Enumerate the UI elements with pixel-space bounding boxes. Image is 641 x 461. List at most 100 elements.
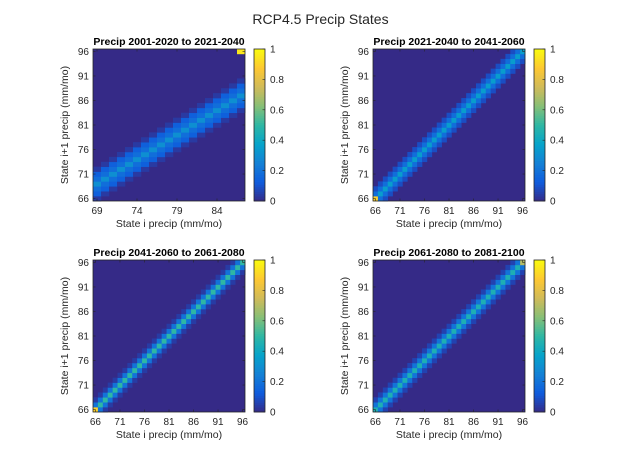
y-tick-label: 71 xyxy=(358,170,370,181)
heatmap-cell xyxy=(480,88,487,94)
heatmap-cell xyxy=(417,156,423,163)
heatmap-cell xyxy=(101,176,110,182)
colorbar-segment xyxy=(254,321,265,325)
heatmap-cell xyxy=(197,102,206,109)
colorbar-segment xyxy=(254,125,265,128)
heatmap-cell xyxy=(480,289,487,295)
colorbar-segment xyxy=(534,340,545,344)
heatmap-cell xyxy=(451,117,457,123)
heatmap-cell xyxy=(446,323,452,329)
heatmap-cell xyxy=(122,372,128,378)
colorbar-segment xyxy=(534,317,545,320)
heatmap-cell xyxy=(122,387,128,393)
heatmap-cell xyxy=(215,279,221,285)
heatmap-cell xyxy=(373,186,379,192)
colorbar: 0 0.2 0.4 0.6 0.8 1 xyxy=(533,256,564,419)
heatmap-cell xyxy=(235,264,241,271)
colorbar-segment xyxy=(534,302,545,306)
heatmap-cell xyxy=(392,171,398,177)
colorbar-segment xyxy=(254,98,265,102)
colorbar-segment xyxy=(534,106,545,109)
heatmap-cell xyxy=(186,304,192,310)
heatmap-cell xyxy=(122,382,128,388)
heatmap-cell xyxy=(402,161,408,167)
heatmap-cell xyxy=(237,88,246,94)
colorbar-segment xyxy=(254,77,265,81)
colorbar-tick-label: 0 xyxy=(550,408,556,419)
heatmap-cell xyxy=(112,382,118,388)
y-tick-label: 86 xyxy=(358,307,370,318)
colorbar-segment xyxy=(254,82,265,86)
colorbar-tick-label: 0 xyxy=(550,197,556,208)
colorbar-segment xyxy=(534,314,545,318)
y-tick-label: 76 xyxy=(358,356,370,367)
heatmap-cell xyxy=(392,387,398,393)
heatmap-cell xyxy=(205,122,214,128)
heatmap-cell xyxy=(441,338,447,344)
colorbar-segment xyxy=(534,136,545,140)
x-tick-label: 91 xyxy=(492,206,504,217)
heatmap-cell xyxy=(156,348,162,354)
heatmap-cell xyxy=(200,304,207,310)
heatmap-cell xyxy=(382,392,389,398)
colorbar-segment xyxy=(254,312,265,316)
panel-4: Precip 2061-2080 to 2081-2100 66 71 76 81 86 9… xyxy=(339,247,564,441)
x-tick-label: 74 xyxy=(131,206,143,217)
heatmap-cell xyxy=(392,382,398,388)
colorbar-segment xyxy=(254,409,265,413)
heatmap-cell xyxy=(181,127,190,133)
colorbar-segment xyxy=(534,172,545,176)
heatmap-cell xyxy=(422,156,428,163)
heatmap-cell xyxy=(426,348,433,354)
heatmap-cell xyxy=(157,142,166,148)
colorbar-segment xyxy=(534,366,545,370)
colorbar-segment xyxy=(254,179,265,183)
heatmap-cell xyxy=(451,107,457,114)
x-tick-label: 86 xyxy=(188,417,200,428)
colorbar-segment xyxy=(254,120,265,124)
heatmap-cell xyxy=(392,176,398,182)
colorbar-segment xyxy=(534,283,545,287)
heatmap-cell xyxy=(500,63,506,69)
heatmap-cell xyxy=(471,309,477,315)
heatmap-cell xyxy=(490,294,496,300)
colorbar-segment xyxy=(254,279,265,282)
heatmap-cell xyxy=(181,328,187,334)
heatmap-cell xyxy=(186,318,192,325)
colorbar-segment xyxy=(534,49,545,52)
heatmap-cell xyxy=(392,166,398,172)
heatmap-cell xyxy=(125,161,134,167)
colorbar-segment xyxy=(534,117,545,121)
heatmap-cell xyxy=(456,318,462,325)
heatmap-cell xyxy=(451,127,457,133)
heatmap-cell xyxy=(426,362,433,369)
heatmap-cell xyxy=(132,372,138,378)
colorbar-segment xyxy=(534,357,545,361)
heatmap-cell xyxy=(149,137,158,143)
colorbar-segment xyxy=(534,319,545,323)
colorbar-segment xyxy=(254,385,265,389)
heatmap-cell xyxy=(133,171,142,177)
heatmap-cell xyxy=(102,402,109,408)
heatmap-cell xyxy=(93,186,102,192)
colorbar-segment xyxy=(534,409,545,413)
heatmap-cell xyxy=(166,333,172,339)
heatmap-cell xyxy=(431,142,438,148)
x-tick-label: 96 xyxy=(517,417,529,428)
heatmap-cell xyxy=(165,151,174,158)
heatmap-cell xyxy=(436,122,442,128)
heatmap-cell xyxy=(186,323,192,329)
colorbar-segment xyxy=(534,269,545,273)
heatmap-cell xyxy=(495,73,501,79)
heatmap-cell xyxy=(161,338,167,344)
heatmap-cell xyxy=(490,289,496,295)
colorbar-segment xyxy=(534,127,545,131)
heatmap-cell xyxy=(402,372,408,378)
heatmap-cell xyxy=(215,274,221,280)
colorbar-segment xyxy=(534,113,545,116)
heatmap-cell xyxy=(93,191,102,197)
heatmap-cell xyxy=(117,387,123,393)
heatmap-cell xyxy=(485,88,491,94)
heatmap-cell xyxy=(387,191,393,197)
heatmap-cell xyxy=(471,304,477,310)
